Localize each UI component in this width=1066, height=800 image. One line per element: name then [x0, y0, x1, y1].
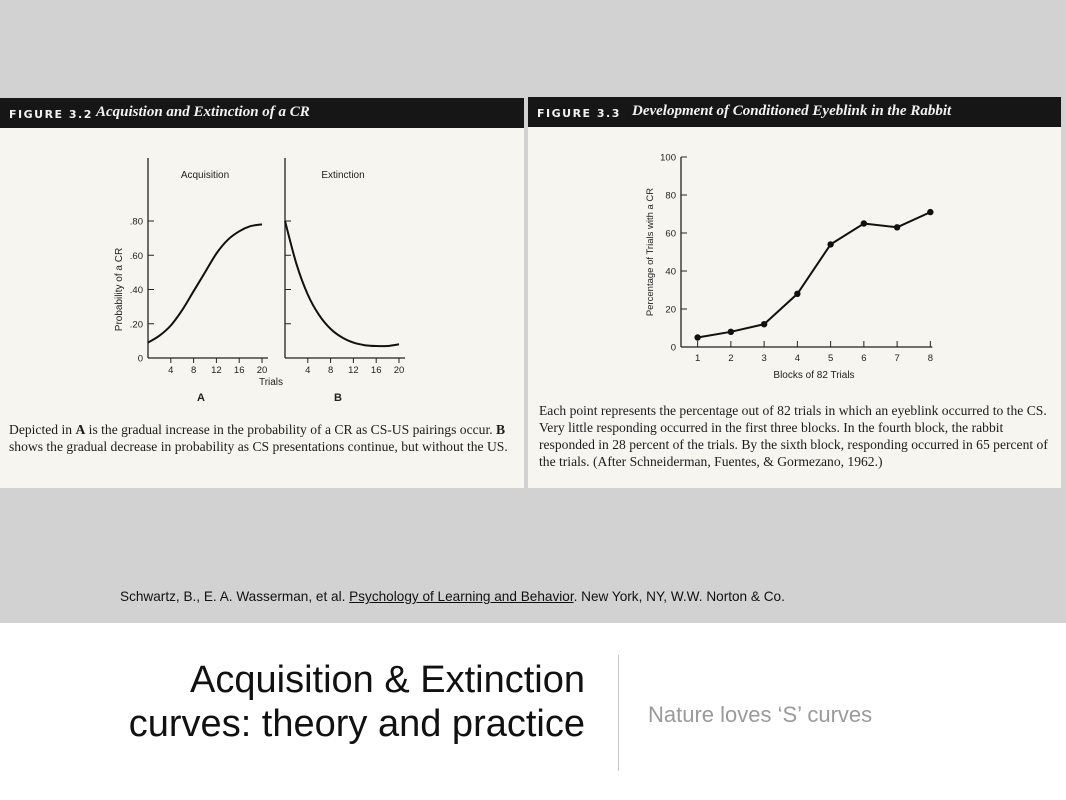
panel-a-y-tick-label: .20: [130, 319, 143, 330]
eyeblink-x-tick-label: 7: [894, 353, 899, 364]
citation-book-title: Psychology of Learning and Behavior: [349, 589, 574, 604]
slide-title: Acquisition & Extinction curves: theory …: [40, 658, 585, 746]
panel-a-x-tick-label: 4: [168, 365, 173, 376]
title-divider: [618, 655, 619, 771]
figure-3-3-header: FIGURE 3.3 Development of Conditioned Ey…: [528, 97, 1061, 127]
eyeblink-data-point: [760, 321, 768, 328]
caption-bold-a: A: [75, 422, 86, 437]
caption-text: shows the gradual decrease in probabilit…: [9, 439, 508, 454]
panel-a-y-tick-label: .40: [130, 285, 143, 296]
eyeblink-x-tick-label: 2: [728, 353, 733, 364]
eyeblink-x-tick-label: 6: [861, 353, 866, 364]
panel-b-x-tick-label: 4: [305, 365, 310, 376]
panel-a-panel-letter: A: [197, 392, 205, 404]
citation-publisher: . New York, NY, W.W. Norton & Co.: [573, 589, 785, 604]
figure-3-2-caption: Depicted in A is the gradual increase in…: [9, 421, 519, 455]
figure-3-2-title: Acquistion and Extinction of a CR: [96, 104, 310, 120]
caption-text: is the gradual increase in the probabili…: [85, 422, 497, 437]
slide-title-line-1: Acquisition & Extinction: [190, 659, 585, 701]
eyeblink-x-axis-label: Blocks of 82 Trials: [773, 370, 854, 381]
eyeblink-x-tick-label: 3: [761, 353, 766, 364]
eyeblink-data-point: [694, 334, 701, 341]
figure-3-3-title: Development of Conditioned Eyeblink in t…: [632, 103, 952, 119]
panel-a-y-tick-label: 0: [138, 354, 143, 365]
eyeblink-y-tick-label: 60: [665, 229, 676, 240]
panel-b-x-tick-label: 12: [348, 365, 359, 376]
slide-title-line-2: curves: theory and practice: [128, 703, 585, 745]
eyeblink-data-point: [927, 208, 934, 216]
eyeblink-data-point: [893, 224, 901, 231]
eyeblink-y-tick-label: 20: [665, 305, 676, 316]
citation: Schwartz, B., E. A. Wasserman, et al. Ps…: [120, 589, 785, 604]
eyeblink-y-axis-label: Percentage of Trials with a CR: [645, 188, 656, 316]
panel-b-title: Extinction: [321, 170, 364, 181]
panel-a-x-tick-label: 20: [257, 365, 268, 376]
figure-3-2-number: FIGURE 3.2: [9, 108, 93, 121]
panel-b-x-tick-label: 20: [394, 365, 405, 376]
figure-3-3-caption: Each point represents the percentage out…: [539, 403, 1048, 469]
panel-a-y-tick-label: .60: [130, 251, 143, 262]
eyeblink-series-line: [697, 211, 931, 339]
panel-a-x-axis-label: Trials: [259, 377, 283, 388]
eyeblink-y-tick-label: 0: [671, 343, 676, 354]
panel-b-x-tick-label: 8: [328, 365, 333, 376]
panel-a-x-tick-label: 8: [191, 365, 196, 376]
eyeblink-data-point: [827, 241, 834, 248]
panel-a-x-tick-label: 16: [234, 365, 245, 376]
figure-3-2-panel: FIGURE 3.2 Acquistion and Extinction of …: [0, 98, 524, 488]
eyeblink-y-tick-label: 40: [665, 267, 676, 278]
eyeblink-x-tick-label: 8: [928, 353, 933, 364]
panel-a-title: Acquisition: [181, 170, 229, 181]
eyeblink-x-tick-label: 4: [795, 353, 800, 364]
eyeblink-x-tick-label: 5: [828, 353, 833, 364]
figure-3-3-chart: 0 20 40 60 80 100 1 2 3 4 5 6 7 8 Percentage of Trials…: [645, 153, 934, 381]
eyeblink-y-tick-label: 100: [660, 153, 676, 164]
figure-3-2-chart: 0 .20 .40 .60 .80 4 8 12 16 20 Acquisition Probabil…: [114, 158, 405, 404]
eyeblink-y-tick-label: 80: [665, 191, 676, 202]
panel-b-x-tick-label: 16: [371, 365, 382, 376]
caption-text: Depicted in: [9, 422, 76, 437]
panel-b-curve: [284, 220, 400, 348]
eyeblink-x-tick-label: 1: [695, 353, 700, 364]
citation-authors: Schwartz, B., E. A. Wasserman, et al.: [120, 589, 350, 604]
eyeblink-data-point: [794, 290, 801, 297]
panel-a-curve: [147, 223, 263, 344]
eyeblink-data-point: [727, 328, 735, 335]
panel-a-y-tick-label: .80: [130, 217, 143, 228]
panel-a-x-tick-label: 12: [211, 365, 222, 376]
figure-3-2-header: FIGURE 3.2 Acquistion and Extinction of …: [0, 98, 524, 128]
panel-b-panel-letter: B: [334, 392, 342, 404]
figure-3-3-panel: FIGURE 3.3 Development of Conditioned Ey…: [528, 97, 1061, 488]
slide-subtitle: Nature loves ‘S’ curves: [648, 702, 873, 727]
caption-bold-b: B: [496, 422, 506, 437]
panel-a-y-axis-label: Probability of a CR: [114, 248, 125, 331]
figure-3-3-number: FIGURE 3.3: [537, 107, 621, 120]
eyeblink-data-point: [860, 220, 868, 227]
